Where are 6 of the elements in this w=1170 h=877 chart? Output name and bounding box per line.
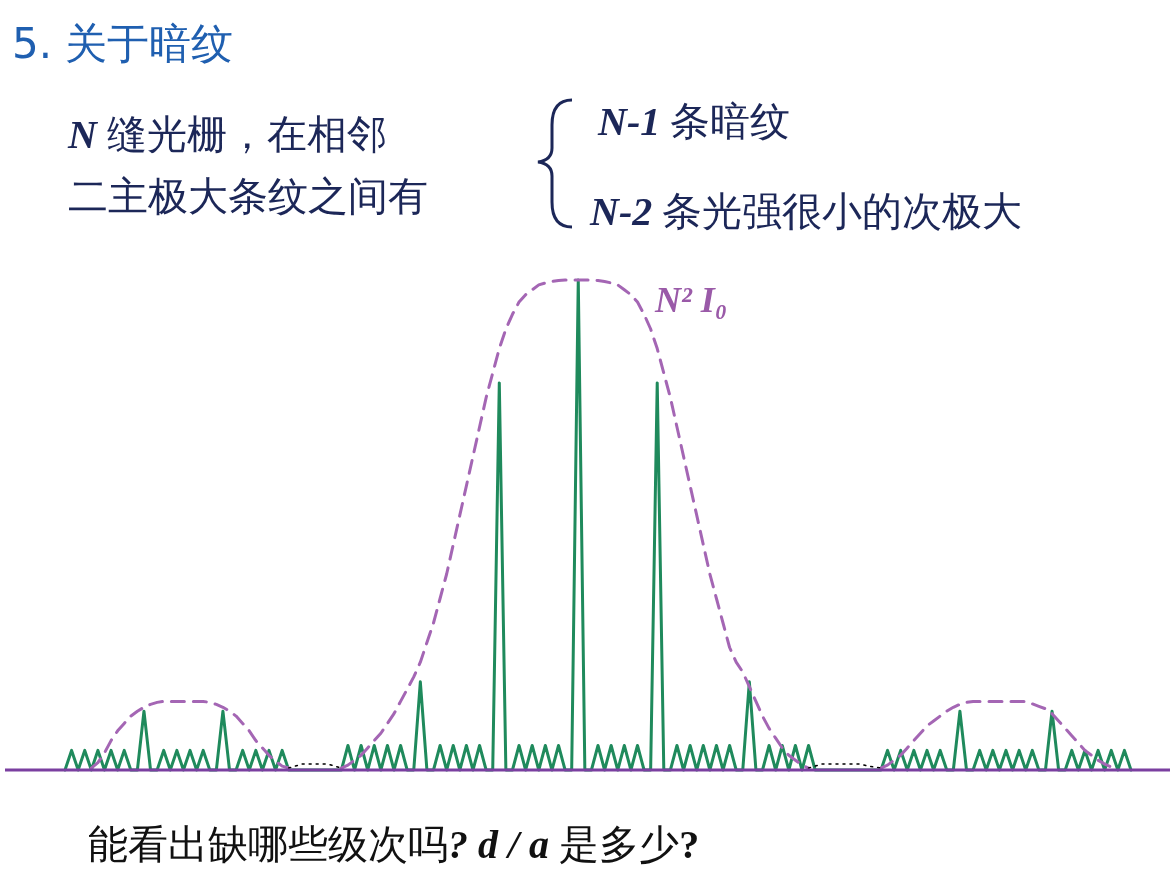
- text: N 缝光栅，在相邻二主极大条纹之间有: [67, 111, 428, 219]
- text: 能看出缺哪些级次吗? d / a 是多少?: [88, 821, 700, 867]
- text: N-2 条光强很小的次极大: [589, 188, 1023, 234]
- annotation: N² I₀: [654, 280, 728, 320]
- text: N-1 条暗纹: [597, 98, 791, 144]
- chart-title: 5. 关于暗纹: [12, 19, 234, 68]
